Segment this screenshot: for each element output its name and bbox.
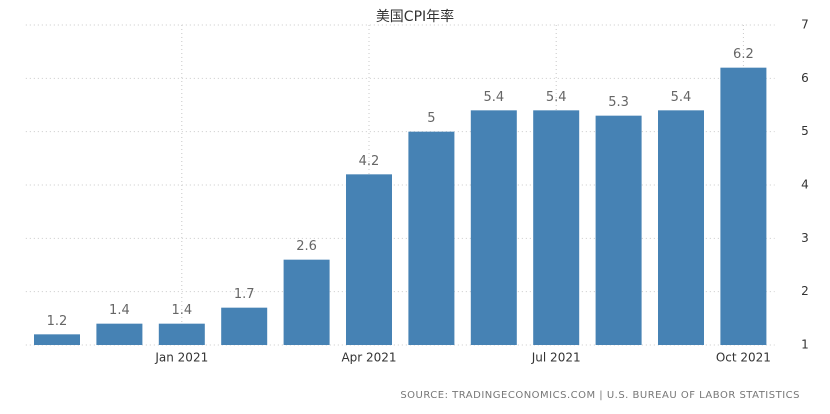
- bar: [34, 334, 80, 345]
- y-tick-label: 6: [801, 71, 809, 85]
- x-tick-label: Jul 2021: [531, 351, 581, 365]
- value-label: 5.3: [608, 95, 629, 110]
- bar: [470, 110, 517, 345]
- bar: [158, 323, 205, 345]
- y-tick-label: 5: [801, 124, 809, 138]
- x-tick-label: Oct 2021: [716, 351, 771, 365]
- chart-title: 美国CPI年率: [376, 8, 454, 25]
- y-tick-label: 7: [801, 18, 809, 32]
- value-label: 5.4: [483, 90, 504, 105]
- source: SOURCE: TRADINGECONOMICS.COM | U.S. BURE…: [400, 390, 800, 401]
- value-label: 1.2: [47, 314, 68, 329]
- x-tick-label: Jan 2021: [154, 351, 208, 365]
- bar: [96, 323, 143, 345]
- value-label: 1.4: [171, 303, 192, 318]
- value-label: 4.2: [359, 154, 380, 169]
- bar: [346, 174, 392, 345]
- value-label: 2.6: [296, 239, 317, 254]
- value-label: 5: [427, 111, 435, 126]
- y-tick-label: 1: [801, 338, 809, 352]
- value-label: 1.4: [109, 303, 130, 318]
- bar: [720, 67, 767, 346]
- bar: [408, 131, 455, 345]
- value-label: 6.2: [733, 47, 754, 62]
- bar: [595, 115, 642, 346]
- bar: [283, 259, 330, 345]
- value-label: 5.4: [671, 90, 692, 105]
- y-tick-label: 3: [801, 231, 809, 245]
- value-label: 5.4: [546, 90, 567, 105]
- y-tick-label: 2: [801, 284, 809, 298]
- bar: [533, 110, 580, 345]
- value-label: 1.7: [234, 287, 255, 302]
- y-tick-label: 4: [801, 178, 809, 192]
- bar: [221, 307, 268, 345]
- bar: [658, 110, 704, 345]
- x-tick-label: Apr 2021: [341, 351, 396, 365]
